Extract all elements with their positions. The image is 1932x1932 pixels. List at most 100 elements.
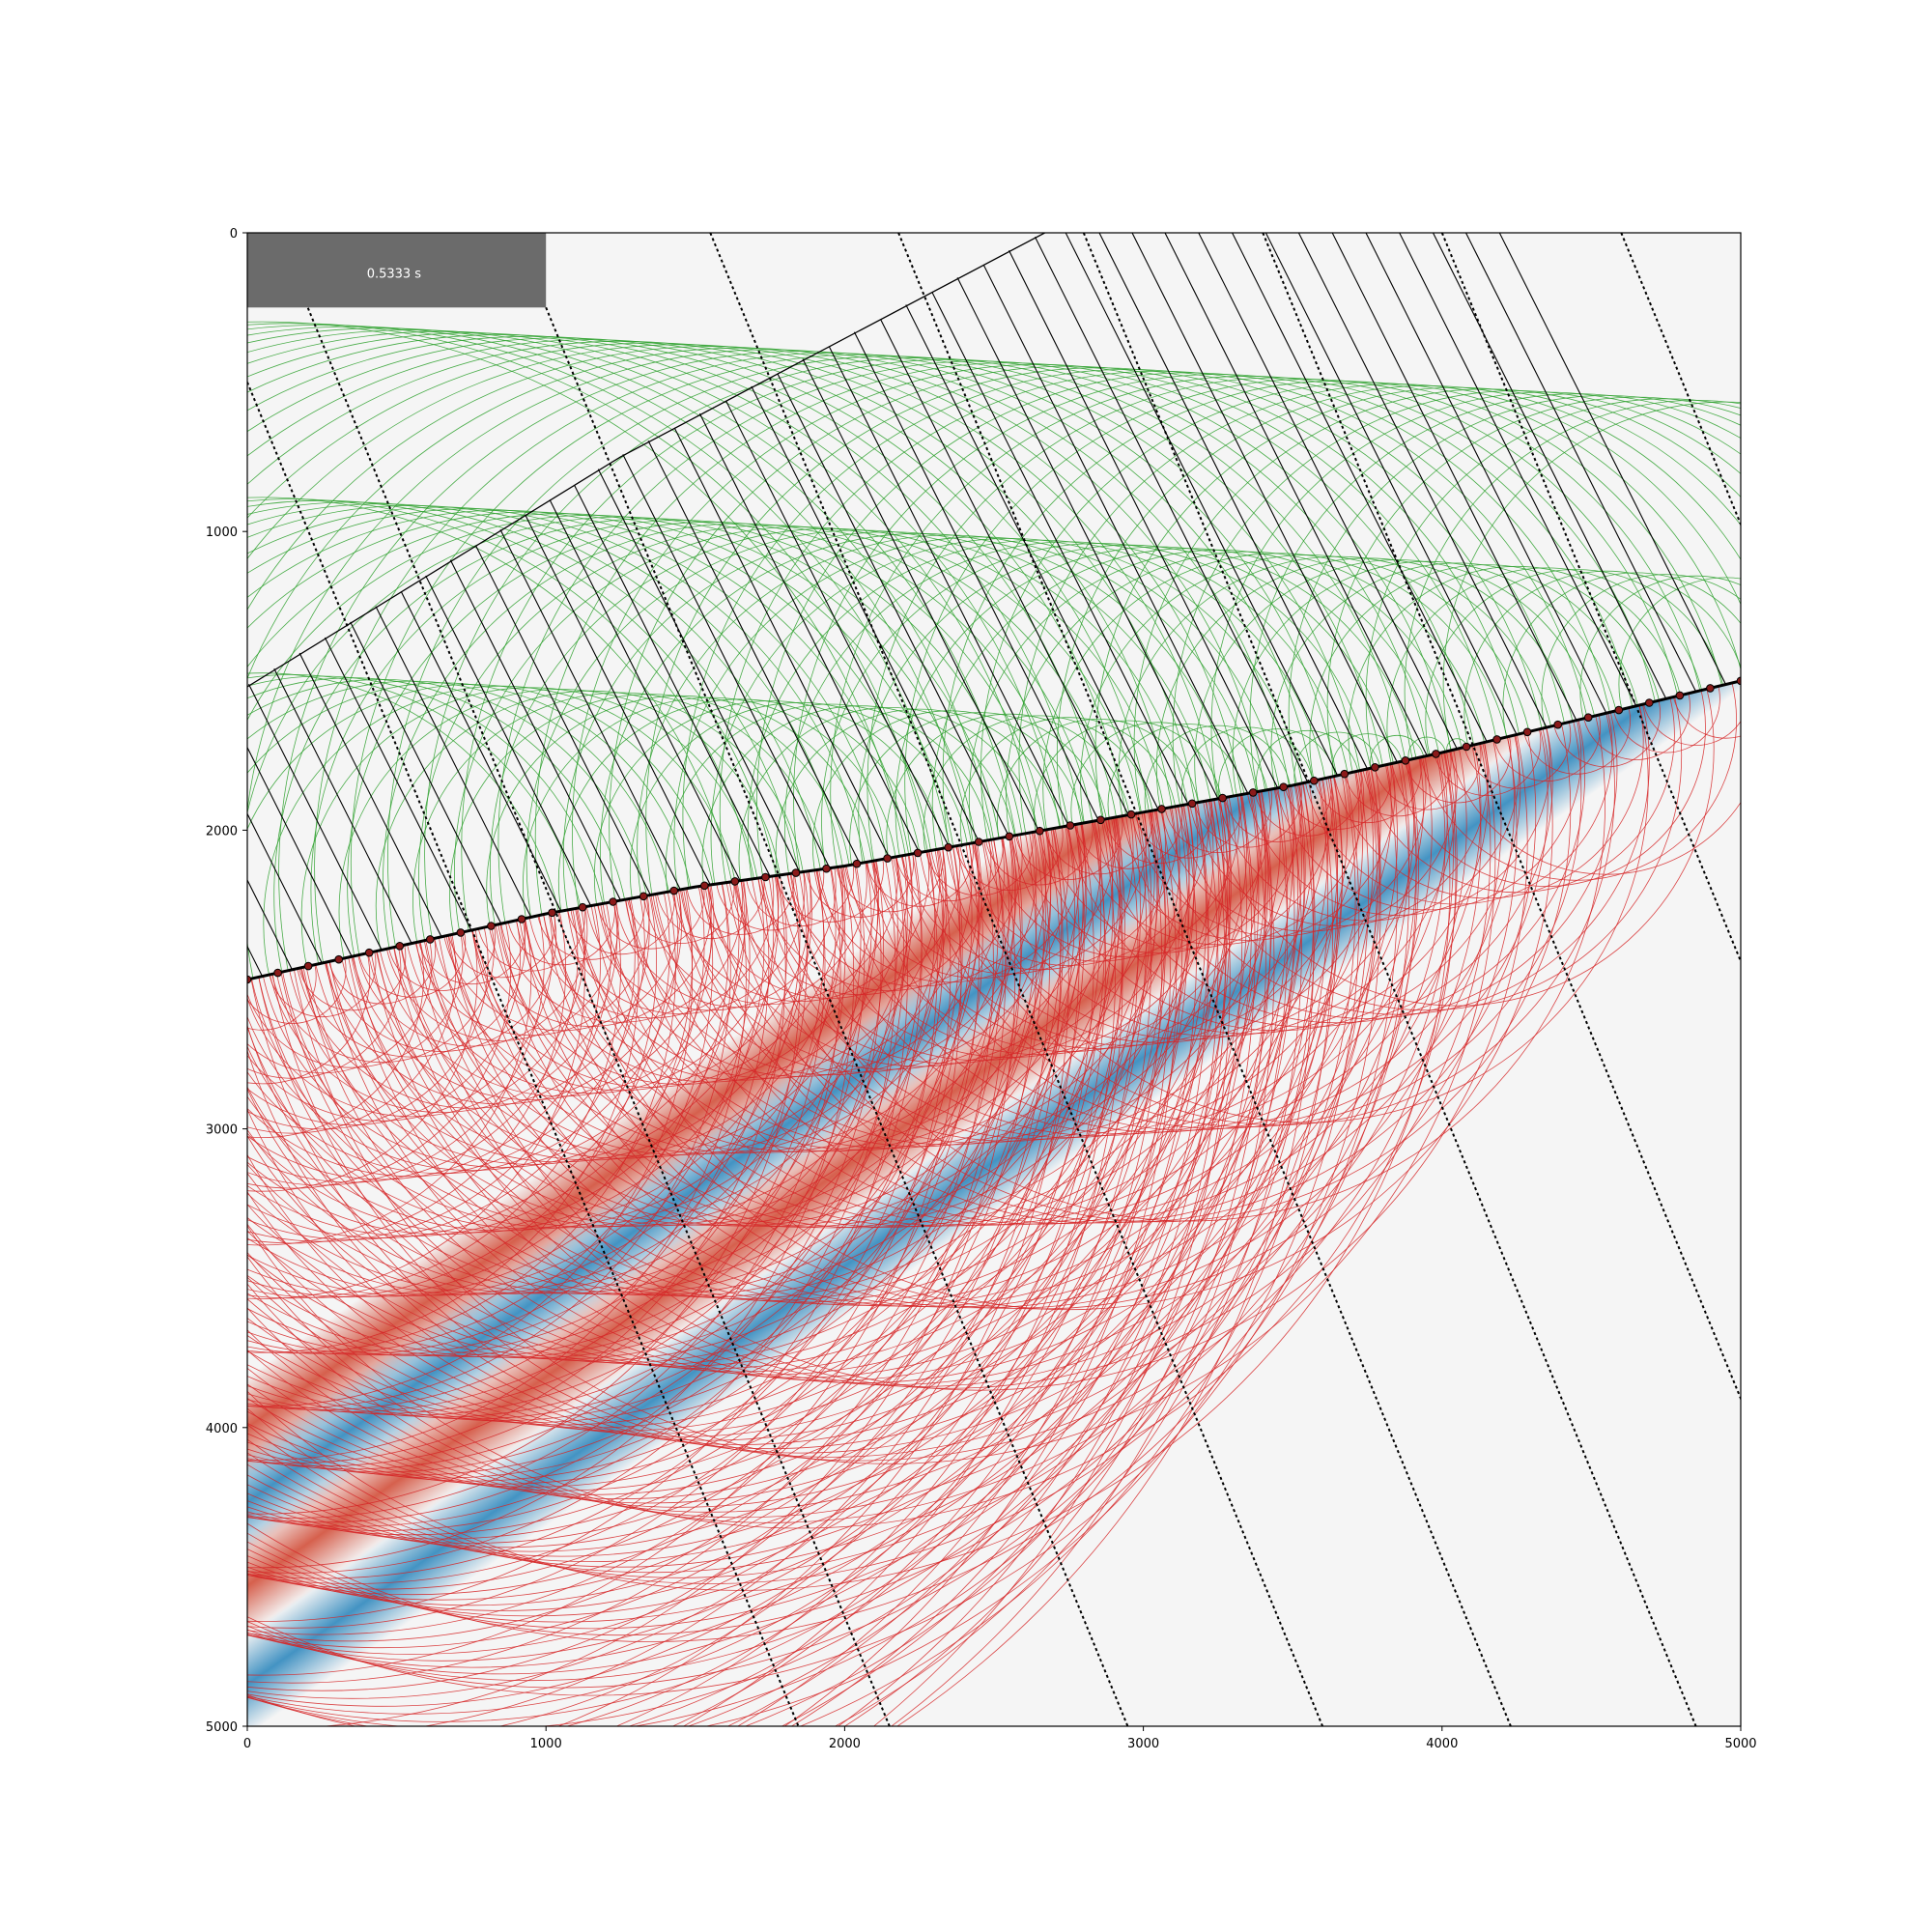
interface-marker bbox=[578, 902, 587, 912]
transmitted-wavefront-circle bbox=[247, 680, 841, 1519]
transmitted-wavefront-circle bbox=[247, 680, 1219, 1726]
ray-line bbox=[956, 277, 1219, 800]
interface-marker bbox=[426, 935, 435, 944]
ray-line bbox=[880, 319, 1129, 815]
interface-marker bbox=[1583, 713, 1593, 723]
transmitted-wavefront-circle bbox=[247, 680, 1166, 1552]
ray-line bbox=[673, 427, 891, 859]
transmitted-wavefront-circle bbox=[247, 680, 694, 1298]
transmitted-wavefront-circle bbox=[247, 680, 962, 1676]
ray-line bbox=[324, 637, 472, 931]
interface-marker bbox=[1432, 750, 1440, 758]
transmitted-wavefront-circle bbox=[247, 680, 1271, 1726]
y-tick-label: 4000 bbox=[206, 1422, 238, 1436]
transmitted-wavefront-circle bbox=[247, 680, 1151, 1432]
transmitted-wavefront-circle bbox=[247, 680, 1451, 1591]
ray-line bbox=[248, 683, 383, 951]
transmitted-wavefront-circle bbox=[247, 680, 1243, 1726]
transmitted-wavefront-circle bbox=[247, 680, 980, 1294]
y-tick-label: 2000 bbox=[206, 824, 238, 838]
x-tick-label: 3000 bbox=[1127, 1737, 1159, 1751]
ray-line bbox=[647, 440, 861, 864]
transmitted-wavefront-circle bbox=[247, 680, 1316, 1726]
transmitted-wavefront-circle bbox=[247, 680, 765, 1296]
axes: 0 1000 2000 3000 4000 5000 0 1000 2000 3000 4000 50… bbox=[206, 227, 1757, 1751]
interface-marker bbox=[1706, 684, 1715, 693]
ray-line bbox=[802, 358, 1039, 832]
interface-marker bbox=[730, 877, 740, 886]
transmitted-wavefront-circle bbox=[247, 680, 1302, 1726]
interface-line bbox=[247, 679, 1741, 981]
interface-marker bbox=[669, 886, 679, 895]
x-tick-label: 1000 bbox=[530, 1737, 562, 1751]
transmitted-wavefront-circle bbox=[247, 680, 1148, 1606]
interface-marker bbox=[1279, 782, 1288, 792]
transmitted-wavefront-circle bbox=[247, 680, 1295, 1682]
interface-marker bbox=[1401, 756, 1410, 765]
interface-marker bbox=[913, 848, 923, 858]
y-tick-label: 1000 bbox=[206, 526, 238, 540]
transmitted-wavefront-circle bbox=[247, 680, 801, 1296]
reflected-wavefront-circle bbox=[1133, 388, 1741, 980]
time-label: 0.5333 s bbox=[367, 267, 422, 281]
transmitted-wavefront-circle bbox=[247, 680, 837, 1295]
transmitted-wavefront-circle bbox=[247, 680, 1256, 1726]
y-tick-label: 3000 bbox=[206, 1123, 238, 1138]
ray-line bbox=[1098, 233, 1368, 770]
ray-line bbox=[1331, 233, 1577, 721]
ray-line bbox=[622, 454, 831, 868]
transmitted-wavefront-circle bbox=[247, 680, 1266, 1441]
transmitted-wavefront-circle bbox=[247, 680, 1023, 1482]
transmitted-wavefront-circle bbox=[247, 680, 1356, 1636]
interface-marker bbox=[1157, 805, 1166, 813]
transmitted-wavefront-circle bbox=[247, 680, 1229, 1437]
transmitted-wavefront-circle bbox=[247, 680, 585, 1299]
transmitted-wavefront-circle bbox=[247, 680, 1141, 1492]
ray-line bbox=[1264, 233, 1518, 735]
transmitted-wavefront-circle bbox=[247, 680, 1381, 1454]
reflected-wavefront-circle bbox=[1210, 391, 1741, 980]
transmitted-wavefront-circle bbox=[247, 680, 1420, 1458]
dotted-ray-layer bbox=[247, 233, 1741, 1726]
interface-marker bbox=[944, 842, 953, 852]
interface-marker bbox=[1036, 826, 1044, 836]
transmitted-wavefront-circle bbox=[247, 680, 1209, 1668]
transmitted-wavefront-circle bbox=[247, 680, 1226, 1726]
interface-marker bbox=[700, 881, 709, 891]
transmitted-wavefront-circle bbox=[247, 680, 1106, 1726]
ray-line bbox=[1065, 233, 1339, 777]
reflected-wavefront-circle bbox=[1018, 384, 1741, 980]
dotted-ray bbox=[897, 233, 1512, 1726]
transmitted-wavefront-circle bbox=[247, 680, 1069, 1726]
transmitted-wavefront-circle bbox=[247, 680, 1378, 1519]
interface-marker bbox=[1553, 720, 1562, 729]
interface-marker bbox=[1614, 705, 1624, 715]
reflected-wavefront-circle bbox=[1288, 395, 1741, 980]
interface-marker bbox=[852, 859, 862, 868]
x-tick-label: 0 bbox=[243, 1737, 251, 1751]
ray-line bbox=[400, 591, 562, 912]
transmitted-wavefront-circle bbox=[247, 680, 878, 1229]
ray-line bbox=[475, 545, 651, 895]
dotted-ray bbox=[709, 233, 1324, 1726]
reflected-wavefront-circle bbox=[1056, 385, 1741, 980]
transmitted-wavefront-circle bbox=[247, 680, 1289, 1726]
ray-line bbox=[273, 668, 412, 944]
ray-line bbox=[1009, 249, 1279, 789]
reflected-wavefront-circle bbox=[1249, 393, 1741, 980]
x-tick-label: 2000 bbox=[829, 1737, 861, 1751]
interface-marker bbox=[364, 948, 374, 957]
reflected-wavefront-circle bbox=[980, 382, 1741, 980]
ray-line bbox=[1198, 233, 1458, 750]
transmitted-wavefront-circle bbox=[247, 680, 1209, 1726]
transmitted-wavefront-circle bbox=[247, 680, 1080, 1649]
ray-line bbox=[1399, 233, 1637, 707]
dotted-ray bbox=[545, 306, 1129, 1726]
interface-marker bbox=[1492, 735, 1501, 744]
transmitted-wavefront-circle bbox=[247, 680, 1457, 1529]
ray-line bbox=[1433, 233, 1667, 699]
ray-line bbox=[1164, 233, 1428, 756]
transmitted-wavefront-circle bbox=[247, 680, 1004, 1536]
